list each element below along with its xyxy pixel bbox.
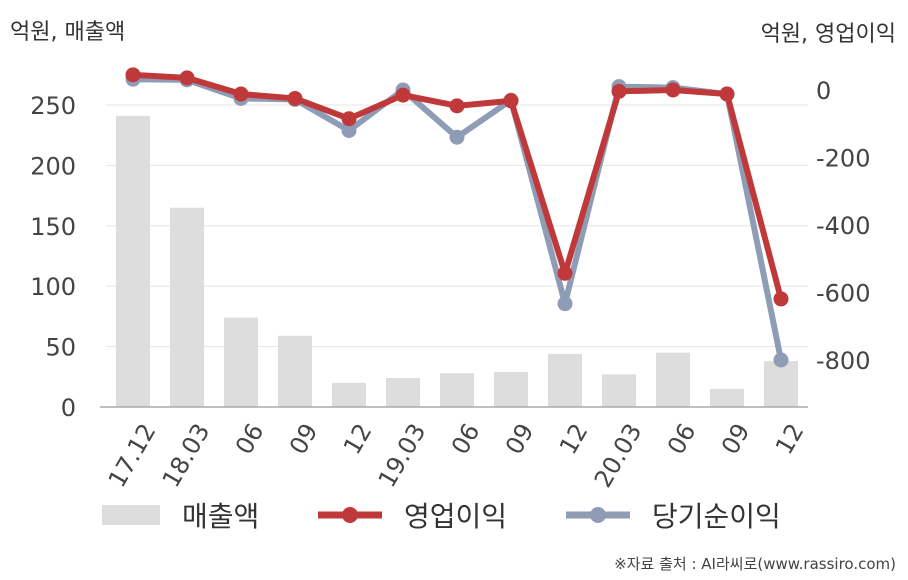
legend-item-revenue: 매출액 — [102, 490, 259, 540]
source-note: ※자료 출처 : AI라씨로(www.rassiro.com) — [614, 555, 896, 573]
x-tick-label: 12 — [338, 419, 378, 459]
point-operating-profit — [287, 90, 303, 106]
point-net-income — [449, 129, 465, 145]
point-operating-profit — [341, 111, 357, 127]
left-tick-label: 50 — [45, 334, 76, 362]
right-tick-label: 0 — [816, 77, 831, 105]
left-tick-label: 250 — [30, 92, 76, 120]
point-operating-profit — [125, 67, 141, 83]
left-tick-label: 200 — [30, 152, 76, 180]
point-operating-profit — [179, 70, 195, 86]
legend-swatch-operating-profit — [318, 507, 382, 523]
bar-revenue — [602, 374, 636, 407]
right-tick-label: -200 — [816, 145, 870, 173]
x-tick-label: 19.03 — [373, 419, 432, 490]
legend-label-net-income: 당기순이익 — [652, 500, 781, 533]
x-tick-label: 09 — [500, 419, 540, 459]
bar-revenue — [386, 378, 420, 407]
point-net-income — [341, 123, 357, 138]
combo-chart: 0 50 100 150 200 250 0 -200 -400 -600 -800 17.1218.… — [30, 67, 870, 490]
point-net-income — [773, 352, 789, 368]
bar-revenue — [548, 353, 582, 407]
point-operating-profit — [395, 87, 411, 103]
left-tick-label: 150 — [30, 213, 76, 241]
point-operating-profit — [233, 86, 249, 102]
bar-revenue — [440, 373, 474, 407]
x-tick-label: 06 — [662, 419, 702, 459]
bar-revenue — [224, 317, 258, 407]
point-operating-profit — [719, 86, 735, 102]
bar-revenue — [656, 352, 690, 407]
legend: 매출액 영업이익 당기순이익 — [0, 490, 908, 540]
legend-item-operating-profit: 영업이익 — [318, 490, 507, 540]
point-operating-profit — [773, 291, 789, 307]
left-tick-label: 0 — [61, 394, 76, 422]
point-operating-profit — [449, 98, 465, 114]
bar-revenue — [494, 371, 528, 407]
point-net-income — [557, 296, 573, 312]
bar-revenue — [764, 361, 798, 407]
x-tick-label: 06 — [446, 419, 486, 459]
legend-label-operating-profit: 영업이익 — [404, 500, 508, 533]
point-operating-profit — [503, 93, 519, 109]
x-tick-label: 06 — [230, 419, 270, 459]
x-tick-label: 09 — [716, 419, 756, 459]
legend-item-net-income: 당기순이익 — [566, 490, 781, 540]
legend-label-revenue: 매출액 — [182, 500, 260, 533]
point-operating-profit — [611, 83, 627, 99]
x-tick-label: 12 — [770, 419, 810, 459]
right-tick-label: -400 — [816, 212, 870, 240]
right-tick-label: -800 — [816, 347, 870, 375]
point-operating-profit — [665, 82, 681, 98]
left-tick-label: 100 — [30, 273, 76, 301]
x-tick-label: 17.12 — [103, 419, 162, 490]
bar-revenue — [278, 335, 312, 407]
legend-swatch-net-income — [566, 507, 630, 523]
point-operating-profit — [557, 265, 573, 281]
bar-revenue — [332, 382, 366, 407]
x-tick-label: 09 — [284, 419, 324, 459]
x-tick-label: 12 — [554, 419, 594, 459]
left-axis-unit: 억원, 매출액 — [10, 20, 126, 45]
x-tick-label: 20.03 — [589, 419, 648, 490]
x-tick-label: 18.03 — [157, 419, 216, 490]
right-tick-label: -600 — [816, 280, 870, 308]
bar-revenue — [116, 115, 150, 407]
bar-revenue — [710, 388, 744, 407]
right-axis-unit: 억원, 영업이익 — [760, 22, 896, 47]
bar-revenue — [170, 207, 204, 407]
legend-swatch-revenue — [102, 505, 160, 525]
